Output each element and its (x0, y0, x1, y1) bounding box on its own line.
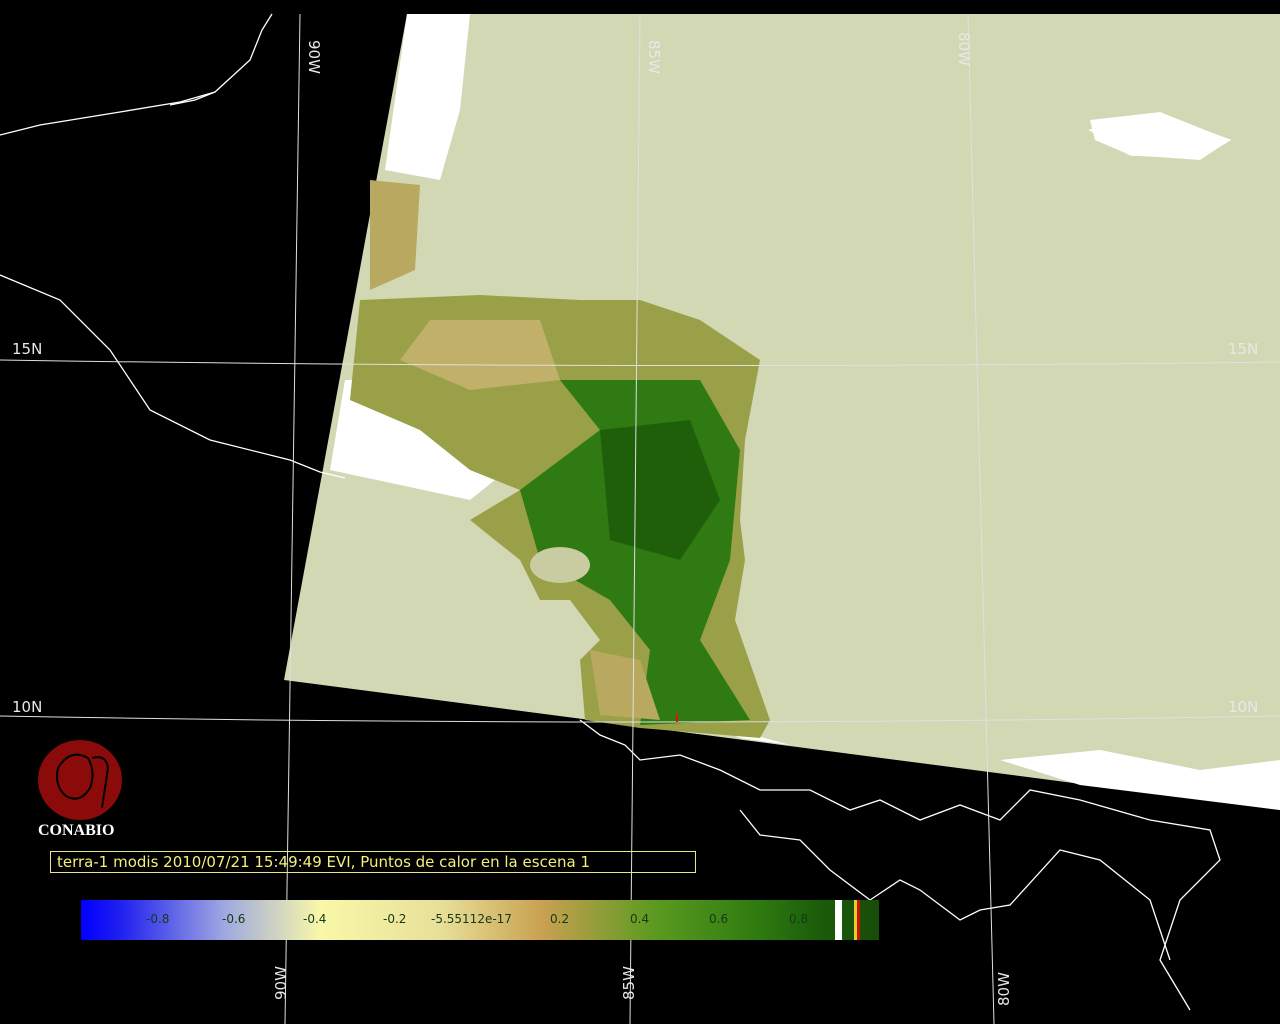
lon-label-bottom-85w: 85W (620, 966, 638, 1000)
colorbar-cloud-swatch (835, 900, 842, 940)
lat-label-left-15n: 15N (12, 340, 43, 358)
hotspot-marker (676, 714, 678, 722)
colorbar-tick: -0.8 (146, 912, 170, 926)
scene-swath (284, 14, 1280, 810)
lon-label-top-80w: 80W (955, 32, 973, 66)
colorbar-hotspot-swatch (857, 900, 860, 940)
lon-label-bottom-90w: 90W (272, 966, 290, 1000)
evi-colorbar: -0.8 -0.6 -0.4 -0.2 -5.55112e-17 0.2 0.4… (81, 900, 879, 940)
colorbar-tick: -5.55112e-17 (431, 912, 512, 926)
coastlines (0, 13, 1232, 1011)
colorbar-tick: 0.8 (789, 912, 809, 926)
colorbar-tick: 0.6 (709, 912, 729, 926)
colorbar-tick: -0.6 (222, 912, 246, 926)
colorbar-tick: 0.4 (630, 912, 650, 926)
graticule-lines (0, 13, 1280, 1024)
lat-label-right-10n: 10N (1228, 698, 1259, 716)
scene-caption: terra-1 modis 2010/07/21 15:49:49 EVI, P… (50, 851, 696, 873)
colorbar-tick: 0.2 (550, 912, 570, 926)
lat-label-left-10n: 10N (12, 698, 43, 716)
lat-label-right-15n: 15N (1228, 340, 1259, 358)
colorbar-tick: -0.2 (383, 912, 407, 926)
conabio-logo (38, 740, 122, 820)
lon-label-top-85w: 85W (645, 40, 663, 74)
logo-text: CONABIO (38, 822, 115, 839)
colorbar-yellow-swatch (854, 900, 857, 940)
lon-label-bottom-80w: 80W (995, 972, 1013, 1006)
lon-label-top-90w: 90W (305, 40, 323, 74)
colorbar-tick: -0.4 (303, 912, 327, 926)
